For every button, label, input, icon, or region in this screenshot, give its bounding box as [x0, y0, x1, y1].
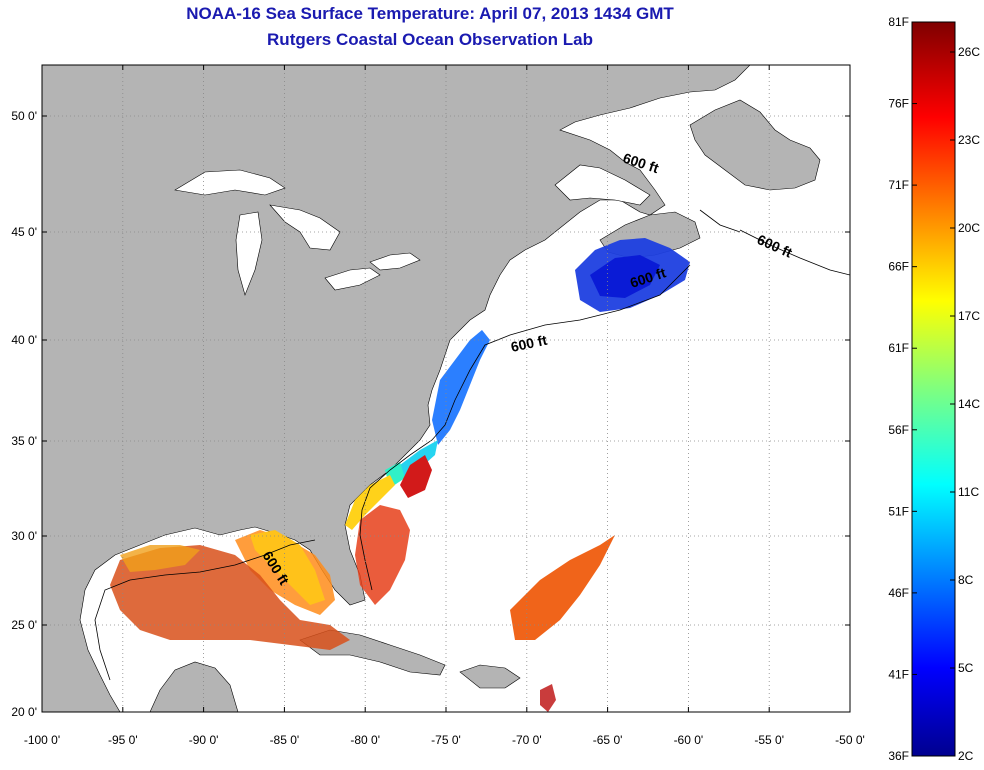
sst-data	[110, 238, 690, 712]
map-subtitle: Rutgers Coastal Ocean Observation Lab	[267, 30, 593, 49]
longitude-label: -95 0'	[108, 733, 138, 747]
longitude-label: -75 0'	[431, 733, 461, 747]
longitude-label: -50 0'	[835, 733, 865, 747]
longitude-label: -60 0'	[674, 733, 704, 747]
axis-ticks	[41, 65, 851, 713]
longitude-label: -65 0'	[593, 733, 623, 747]
great-lakes	[174, 164, 651, 296]
latitude-labels: 20 0' 25 0' 30 0' 35 0' 40 0' 45 0' 50 0'	[11, 109, 37, 719]
colorbar-label-f: 36F	[888, 749, 909, 763]
contour-label: 600 ft	[509, 332, 548, 355]
colorbar-label-f: 81F	[888, 15, 909, 29]
latitude-label: 20 0'	[11, 705, 37, 719]
colorbar-label-f: 51F	[888, 504, 909, 518]
colorbar-celsius-labels: 26C 23C 20C 17C 14C 11C 8C 5C 2C	[958, 45, 980, 763]
longitude-label: -80 0'	[350, 733, 380, 747]
colorbar-label-c: 23C	[958, 133, 980, 147]
colorbar-label-f: 41F	[888, 667, 909, 681]
colorbar-label-c: 5C	[958, 661, 974, 675]
colorbar-label-f: 71F	[888, 178, 909, 192]
land-hispaniola	[459, 664, 521, 689]
colorbar-label-c: 20C	[958, 221, 980, 235]
colorbar-ticks	[912, 21, 955, 757]
colorbar-label-f: 61F	[888, 341, 909, 355]
land-north-america	[42, 65, 751, 712]
latitude-label: 45 0'	[11, 225, 37, 239]
latitude-label: 30 0'	[11, 529, 37, 543]
longitude-label: -70 0'	[512, 733, 542, 747]
colorbar-label-c: 11C	[958, 485, 979, 499]
colorbar	[911, 21, 956, 757]
colorbar-label-c: 8C	[958, 573, 974, 587]
colorbar-label-c: 26C	[958, 45, 980, 59]
colorbar-label-c: 2C	[958, 749, 974, 763]
colorbar-label-f: 66F	[888, 260, 909, 274]
latitude-label: 35 0'	[11, 434, 37, 448]
colorbar-label-c: 14C	[958, 397, 980, 411]
latitude-label: 40 0'	[11, 333, 37, 347]
latitude-label: 25 0'	[11, 618, 37, 632]
longitude-label: -85 0'	[270, 733, 300, 747]
map-gridlines	[42, 65, 850, 712]
longitude-label: -100 0'	[24, 733, 60, 747]
colorbar-label-f: 76F	[888, 97, 909, 111]
contour-600ft	[94, 209, 850, 681]
colorbar-label-f: 46F	[888, 586, 909, 600]
latitude-label: 50 0'	[11, 109, 37, 123]
land-yucatan	[149, 661, 239, 712]
colorbar-label-c: 17C	[958, 309, 980, 323]
colorbar-label-f: 56F	[888, 423, 909, 437]
map-title: NOAA-16 Sea Surface Temperature: April 0…	[186, 4, 674, 23]
longitude-labels: -100 0' -95 0' -90 0' -85 0' -80 0' -75 0' -70…	[24, 733, 865, 747]
colorbar-fahrenheit-labels: 81F 76F 71F 66F 61F 56F 51F 46F 41F 36F	[888, 15, 909, 763]
longitude-label: -55 0'	[754, 733, 784, 747]
longitude-label: -90 0'	[189, 733, 219, 747]
land-newfoundland	[689, 99, 821, 191]
